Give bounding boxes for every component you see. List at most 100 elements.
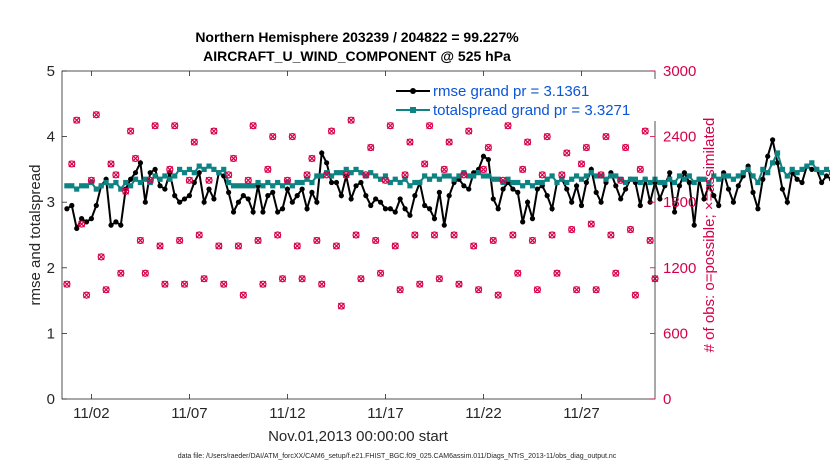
rmse-point xyxy=(328,179,335,186)
obs-possible-marker xyxy=(131,154,140,163)
obs-possible-marker xyxy=(161,280,169,288)
rmse-point xyxy=(181,196,188,202)
totalspread-point xyxy=(299,179,305,186)
rmse-point xyxy=(725,186,732,192)
totalspread-point xyxy=(505,176,511,182)
totalspread-point xyxy=(69,183,75,189)
totalspread-point xyxy=(632,176,638,182)
totalspread-point xyxy=(284,179,291,186)
obs-possible-marker xyxy=(484,143,492,152)
obs-possible-marker xyxy=(430,231,439,239)
obs-assimilated-marker xyxy=(298,275,306,283)
obs-possible-marker xyxy=(372,236,380,245)
totalspread-point xyxy=(485,173,491,179)
obs-possible-marker xyxy=(136,236,145,245)
obs-assimilated-marker xyxy=(460,171,468,179)
obs-possible-marker xyxy=(337,302,345,310)
rmse-point xyxy=(74,225,80,232)
totalspread-point xyxy=(426,176,433,182)
obs-assimilated-marker xyxy=(435,275,443,283)
obs-possible-marker xyxy=(313,236,321,245)
rmse-point xyxy=(730,199,737,205)
obs-possible-marker xyxy=(171,122,179,130)
rmse-point xyxy=(289,199,295,205)
obs-assimilated-marker xyxy=(97,253,105,261)
obs-assimilated-marker xyxy=(612,269,620,277)
obs-assimilated-marker xyxy=(573,286,581,294)
totalspread-point xyxy=(461,170,467,176)
obs-assimilated-marker xyxy=(166,165,174,173)
obs-assimilated-marker xyxy=(107,160,115,168)
chart-title-line-2: AIRCRAFT_U_WIND_COMPONENT @ 525 hPa xyxy=(203,48,511,64)
obs-assimilated-marker xyxy=(357,275,365,283)
x-tick-label: 11/22 xyxy=(465,405,501,422)
totalspread-point xyxy=(186,166,193,172)
totalspread-point xyxy=(235,183,242,189)
obs-assimilated-marker xyxy=(156,242,164,250)
obs-possible-marker xyxy=(190,138,198,146)
obs-assimilated-marker xyxy=(230,155,237,162)
totalspread-point xyxy=(740,170,746,176)
obs-assimilated-marker xyxy=(328,127,335,135)
rmse-point xyxy=(823,173,830,179)
obs-possible-marker xyxy=(176,236,184,245)
obs-assimilated-marker xyxy=(127,127,135,135)
series-group xyxy=(64,137,830,232)
rmse-point xyxy=(480,153,487,159)
obs-possible-marker xyxy=(332,242,341,250)
totalspread-point xyxy=(260,183,266,189)
obs-possible-marker xyxy=(435,275,443,283)
obs-possible-marker xyxy=(73,116,81,124)
totalspread-point xyxy=(358,170,364,176)
totalspread-point xyxy=(686,173,692,179)
obs-possible-marker xyxy=(440,165,448,173)
obs-possible-marker xyxy=(455,280,463,288)
totalspread-point xyxy=(245,183,251,189)
totalspread-point xyxy=(221,166,227,172)
obs-assimilated-marker xyxy=(205,176,213,184)
y-right-tick-label: 0 xyxy=(663,391,671,408)
totalspread-point xyxy=(201,166,207,172)
totalspread-point xyxy=(177,166,183,172)
rmse-point xyxy=(515,189,521,195)
obs-possible-marker xyxy=(523,138,532,146)
totalspread-point xyxy=(765,170,771,176)
rmse-point xyxy=(387,206,393,212)
rmse-point xyxy=(691,222,697,228)
totalspread-point xyxy=(304,176,310,182)
obs-possible-marker xyxy=(411,231,419,239)
totalspread-point xyxy=(642,176,648,182)
rmse-point xyxy=(441,222,447,228)
totalspread-point xyxy=(657,179,663,186)
rmse-point xyxy=(304,206,310,212)
rmse-point xyxy=(716,202,722,209)
obs-possible-marker xyxy=(298,275,306,283)
obs-possible-marker xyxy=(474,286,483,294)
totalspread-point xyxy=(98,183,104,189)
rmse-point xyxy=(137,160,144,166)
rmse-point xyxy=(485,156,491,163)
totalspread-point xyxy=(368,170,374,176)
obs-assimilated-marker xyxy=(254,237,262,244)
totalspread-point xyxy=(343,166,349,172)
x-tick-label: 11/12 xyxy=(269,405,305,422)
rmse-point xyxy=(426,206,433,212)
obs-assimilated-marker xyxy=(636,165,644,173)
obs-assimilated-marker xyxy=(68,160,76,168)
obs-possible-marker xyxy=(445,138,453,146)
totalspread-point xyxy=(132,176,139,182)
plot-frame xyxy=(61,70,656,400)
rmse-point xyxy=(544,193,550,199)
obs-assimilated-marker xyxy=(553,269,561,277)
totalspread-point xyxy=(377,176,384,182)
totalspread-point xyxy=(314,173,320,179)
totalspread-point xyxy=(573,173,580,179)
obs-assimilated-marker xyxy=(367,144,375,151)
totalspread-point xyxy=(113,179,119,186)
totalspread-point xyxy=(701,176,707,182)
obs-possible-marker xyxy=(254,236,262,245)
obs-assimilated-marker xyxy=(337,302,345,310)
totalspread-point xyxy=(436,176,442,182)
rmse-point xyxy=(88,216,95,222)
obs-assimilated-marker xyxy=(318,280,326,288)
